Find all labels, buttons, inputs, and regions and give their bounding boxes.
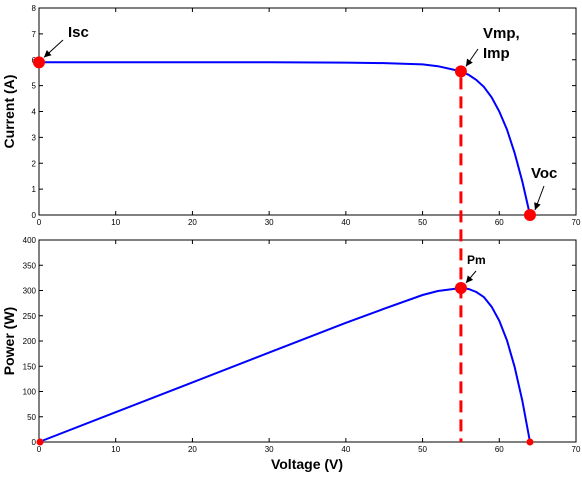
voc-power-marker <box>526 438 534 446</box>
cur-x-tick-label: 50 <box>418 218 427 227</box>
cur-y-tick-label: 2 <box>32 159 37 168</box>
pm-label: Pm <box>467 253 486 267</box>
pow-x-tick-label: 20 <box>188 445 197 454</box>
power-y-axis-label: Power (W) <box>1 307 17 375</box>
power-chart: 0 10 20 30 40 50 60 70 0 50 100 150 200 250 300 350 400… <box>1 236 581 472</box>
cur-x-tick-label: 0 <box>37 218 42 227</box>
vmp-imp-arrow-head <box>465 58 473 67</box>
pow-y-tick-label: 50 <box>27 413 36 422</box>
current-y-axis-label: Current (A) <box>1 75 17 149</box>
current-x-ticks: 0 10 20 30 40 50 60 70 <box>37 8 581 227</box>
pow-y-tick-label: 150 <box>23 362 37 371</box>
pow-y-tick-label: 300 <box>23 287 37 296</box>
voc-arrow <box>534 185 545 211</box>
cur-y-tick-label: 5 <box>32 82 37 91</box>
cur-y-tick-label: 0 <box>32 211 37 220</box>
isc-arrow-head <box>44 50 52 58</box>
cur-y-tick-label: 7 <box>32 30 37 39</box>
cur-x-tick-label: 10 <box>111 218 120 227</box>
pow-x-tick-label: 10 <box>111 445 120 454</box>
pow-y-tick-label: 250 <box>23 312 37 321</box>
pow-y-tick-label: 350 <box>23 261 37 270</box>
isc-marker <box>33 56 45 69</box>
voc-arrow-head <box>534 202 541 210</box>
cur-x-tick-label: 40 <box>341 218 350 227</box>
pow-x-tick-label: 40 <box>341 445 350 454</box>
pow-x-tick-label: 30 <box>265 445 274 454</box>
pow-y-tick-label: 100 <box>23 388 37 397</box>
cur-y-tick-label: 8 <box>32 4 37 13</box>
cur-y-tick-label: 1 <box>32 185 37 194</box>
origin-marker <box>36 438 44 446</box>
pow-x-tick-label: 50 <box>418 445 427 454</box>
power-x-ticks: 0 10 20 30 40 50 60 70 <box>37 240 581 454</box>
power-x-axis-label: Voltage (V) <box>271 456 343 472</box>
pm-arrow <box>465 270 477 284</box>
vmp-imp-arrow <box>465 48 479 67</box>
cur-y-tick-label: 3 <box>32 133 37 142</box>
isc-arrow <box>43 39 64 58</box>
power-y-ticks: 0 50 100 150 200 250 300 350 400 <box>23 236 576 447</box>
cur-x-tick-label: 20 <box>188 218 197 227</box>
pow-x-tick-label: 0 <box>37 445 42 454</box>
cur-x-tick-label: 60 <box>495 218 504 227</box>
cur-x-tick-label: 70 <box>572 218 581 227</box>
voc-marker <box>523 209 536 221</box>
pm-arrow-head <box>465 275 474 283</box>
current-plot-frame <box>38 7 577 216</box>
pow-y-tick-label: 200 <box>23 337 37 346</box>
isc-label: Isc <box>68 24 89 41</box>
current-points <box>33 56 536 221</box>
pow-y-tick-label: 400 <box>23 236 37 245</box>
voc-label: Voc <box>531 165 557 182</box>
annotations: Isc Vmp, Imp Voc Pm <box>43 24 557 284</box>
cur-y-tick-label: 4 <box>32 108 37 117</box>
cur-x-tick-label: 30 <box>265 218 274 227</box>
power-plot-frame <box>38 239 577 443</box>
pow-y-tick-label: 0 <box>32 438 37 447</box>
vmp-imp-marker <box>454 65 467 78</box>
imp-label: Imp <box>483 45 510 62</box>
pow-x-tick-label: 70 <box>572 445 581 454</box>
vmp-label: Vmp, <box>483 25 520 42</box>
pow-x-tick-label: 60 <box>495 445 504 454</box>
